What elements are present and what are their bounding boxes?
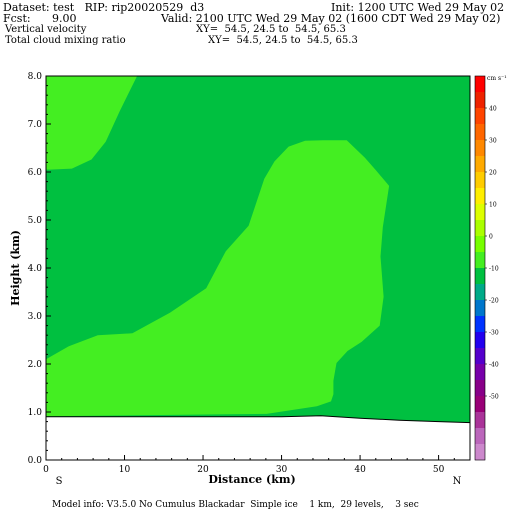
colorbar-swatch — [475, 124, 485, 141]
colorbar: 40 30 20 10 0 -10 -20 -30 -40 -50 — [474, 75, 499, 461]
y-tick-label: 1.0 — [28, 408, 43, 418]
contour-region-central-plume — [46, 140, 390, 417]
colorbar-swatch — [475, 156, 485, 173]
contour-fills — [46, 76, 390, 417]
x-endpoint-left: S — [56, 476, 63, 487]
model-info: Model info: V3.5.0 No Cumulus Blackadar … — [52, 500, 419, 510]
valid-line: Valid: 2100 UTC Wed 29 May 02 (1600 CDT … — [161, 12, 501, 25]
colorbar-label: 40 — [489, 106, 497, 113]
x-tick-label: 50 — [433, 465, 445, 475]
colorbar-swatch — [475, 348, 485, 365]
colorbar-swatch — [475, 92, 485, 109]
field2-xy: XY= 54.5, 24.5 to 54.5, 65.3 — [208, 35, 358, 46]
field2-name: Total cloud mixing ratio — [5, 35, 126, 46]
y-tick-label: 7.0 — [28, 120, 43, 130]
x-axis: 0 10 20 30 40 50 — [43, 455, 471, 475]
terrain-line — [46, 415, 471, 424]
colorbar-swatch — [475, 364, 485, 381]
colorbar-label: -20 — [489, 298, 499, 305]
colorbar-swatch — [475, 412, 485, 429]
dataset-line: Dataset: test RIP: rip20020529 d3 — [3, 1, 205, 14]
y-axis-label: Height (km) — [9, 230, 22, 306]
colorbar-swatch — [475, 268, 485, 285]
x-tick-label: 10 — [119, 465, 131, 475]
colorbar-swatch — [475, 188, 485, 205]
colorbar-swatch — [475, 76, 485, 93]
field1-name: Vertical velocity — [5, 24, 87, 35]
colorbar-swatch — [475, 300, 485, 317]
y-tick-label: 4.0 — [28, 264, 43, 274]
y-tick-label: 6.0 — [28, 168, 43, 178]
colorbar-swatch — [475, 316, 485, 333]
colorbar-label: 30 — [489, 138, 497, 145]
colorbar-label: 20 — [489, 170, 497, 177]
y-tick-label: 5.0 — [28, 216, 43, 226]
colorbar-label: -50 — [489, 394, 499, 401]
colorbar-label: -40 — [489, 362, 499, 369]
colorbar-swatch — [475, 108, 485, 125]
colorbar-swatch — [475, 332, 485, 349]
y-tick-label: 8.0 — [28, 72, 43, 82]
fcst-value: 9.00 — [52, 12, 77, 25]
colorbar-swatch — [475, 396, 485, 413]
terrain-mask — [46, 415, 470, 460]
colorbar-swatch — [475, 204, 485, 221]
contour-region-upper-left — [46, 76, 138, 170]
colorbar-swatch — [475, 220, 485, 237]
colorbar-swatch — [475, 172, 485, 189]
colorbar-swatch — [475, 252, 485, 269]
x-tick-label: 40 — [354, 465, 366, 475]
colorbar-label: 0 — [489, 234, 493, 241]
x-tick-label: 20 — [197, 465, 209, 475]
colorbar-swatch — [475, 284, 485, 301]
x-tick-label: 0 — [43, 465, 49, 475]
colorbar-label: -30 — [489, 330, 499, 337]
y-tick-label: 3.0 — [28, 312, 43, 322]
field1-xy: XY= 54.5, 24.5 to 54.5, 65.3 — [196, 24, 346, 35]
colorbar-swatch — [475, 236, 485, 253]
colorbar-label: 10 — [489, 202, 497, 209]
colorbar-swatch — [475, 444, 485, 461]
y-tick-label: 0.0 — [28, 456, 43, 466]
y-tick-label: 2.0 — [28, 360, 43, 370]
colorbar-label: -10 — [489, 266, 499, 273]
fcst-label: Fcst: — [3, 12, 31, 25]
colorbar-unit: cm s⁻¹ — [487, 75, 507, 82]
colorbar-swatch — [475, 380, 485, 397]
colorbar-swatch — [475, 428, 485, 445]
y-axis: 0.0 1.0 2.0 3.0 4.0 5.0 6.0 7.0 8.0 — [28, 72, 51, 466]
init-line: Init: 1200 UTC Wed 29 May 02 — [331, 1, 505, 14]
x-axis-label: Distance (km) — [208, 473, 295, 486]
colorbar-swatch — [475, 140, 485, 157]
x-tick-label: 30 — [276, 465, 288, 475]
x-endpoint-right: N — [453, 476, 462, 487]
